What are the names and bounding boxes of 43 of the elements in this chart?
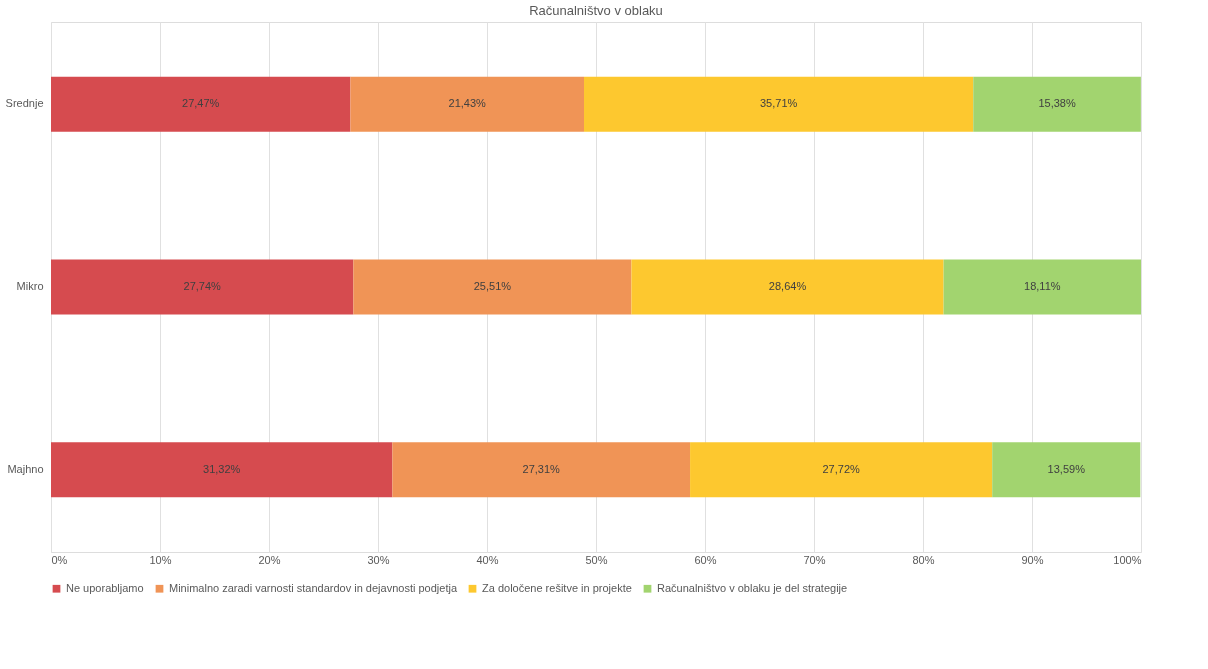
legend-label: Računalništvo v oblaku je del strategije <box>657 581 848 594</box>
data-label: 31,32% <box>203 462 241 475</box>
bar <box>690 442 993 498</box>
data-label: 13,59% <box>1047 462 1086 475</box>
bar <box>350 76 585 132</box>
bar <box>973 76 1141 132</box>
x-tick-label: 90% <box>1021 553 1044 566</box>
data-label: 25,51% <box>473 280 512 292</box>
bar <box>353 259 632 315</box>
legend-label: Ne uporabljamo <box>66 581 144 594</box>
x-tick-label: 100% <box>1113 553 1142 566</box>
y-tick-label: Majhno <box>7 462 44 475</box>
x-tick-label: 50% <box>585 553 608 566</box>
chart-title: Računalništvo v oblaku <box>529 3 663 18</box>
x-tick-label: 30% <box>367 553 390 566</box>
data-label: 27,31% <box>522 462 561 475</box>
bar <box>51 259 354 315</box>
x-tick-label: 60% <box>694 553 717 566</box>
bar <box>51 442 393 498</box>
data-label: 27,74% <box>183 280 222 292</box>
legend-label: Minimalno zaradi varnosti standardov in dejavnosti podjetja <box>169 581 458 594</box>
bar <box>51 76 351 132</box>
bar <box>392 442 691 498</box>
data-label: 27,72% <box>822 462 861 475</box>
legend-label: Za določene rešitve in projekte <box>482 581 632 594</box>
x-tick-label: 70% <box>803 553 826 566</box>
y-tick-label: Srednje <box>5 97 44 110</box>
x-tick-label: 40% <box>476 553 499 566</box>
x-tick-label: 0% <box>51 553 68 566</box>
x-tick-label: 80% <box>912 553 935 566</box>
bar <box>631 259 944 315</box>
x-tick-label: 10% <box>149 553 172 566</box>
x-tick-label: 20% <box>258 553 281 566</box>
data-label: 15,38% <box>1038 97 1076 110</box>
data-label: 35,71% <box>759 97 798 110</box>
data-label: 21,43% <box>448 97 487 110</box>
data-label: 28,64% <box>768 280 807 292</box>
data-label: 18,11% <box>1024 280 1061 292</box>
bar <box>992 442 1141 498</box>
data-label: 27,47% <box>182 97 220 110</box>
bar <box>584 76 974 132</box>
y-tick-label: Mikro <box>16 280 44 292</box>
bar <box>943 259 1141 315</box>
